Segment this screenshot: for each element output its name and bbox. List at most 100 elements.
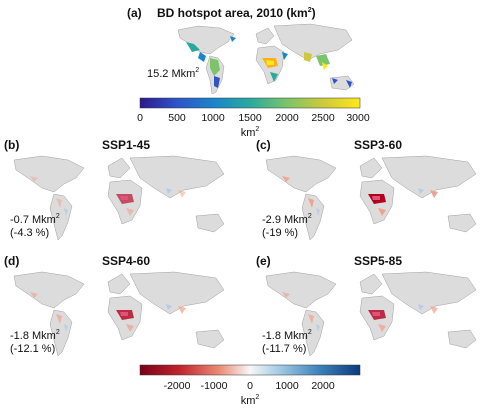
scenario-change-text: -1.8 Mkm: [262, 330, 308, 342]
colorbar-a-unit: km2: [241, 126, 260, 139]
hotspot-cells: [186, 36, 352, 88]
change-cell: [282, 176, 290, 182]
colorbar-b-tick: -2000: [163, 380, 191, 392]
land-mass: [129, 155, 225, 199]
land-mass: [265, 155, 337, 193]
scenario-change-map: [265, 271, 477, 357]
colorbar-a-unit-text: km: [240, 127, 256, 139]
panel-a-title: BD hotspot area, 2010 (km2): [157, 6, 316, 20]
change-cell: [126, 208, 134, 216]
change-cell: [430, 306, 438, 314]
land-mass: [301, 193, 325, 241]
change-cell: [372, 196, 380, 200]
colorbar-a-tick: 500: [168, 112, 186, 124]
scenario-change-map: [265, 155, 477, 241]
land-mass: [107, 157, 131, 179]
land-mass: [359, 157, 383, 179]
change-cell: [178, 190, 186, 198]
change-cell: [372, 312, 380, 316]
scenario-change-percent: (-4.3 %): [10, 227, 50, 239]
change-cell: [166, 188, 172, 194]
scenario-change-value: -1.8 Mkm2: [10, 326, 60, 343]
land-mass: [359, 273, 383, 295]
land-mass: [195, 329, 225, 349]
panel-letter: (c): [256, 138, 271, 152]
colorbar-b-tick: 0: [247, 380, 253, 392]
land-mass: [381, 155, 477, 199]
panel-a-title-end: ): [311, 6, 316, 20]
change-cell: [282, 292, 290, 298]
panel-title: SSP5-85: [354, 254, 403, 268]
panel-a-total-area: 15.2 Mkm2: [147, 64, 199, 81]
land-mass: [447, 329, 477, 349]
panel-letter: (b): [4, 138, 20, 152]
land-mass: [49, 193, 73, 241]
change-cell: [316, 208, 320, 216]
change-cell: [378, 208, 386, 216]
scenario-change-sup: 2: [55, 213, 60, 220]
difference-colorbar: [139, 364, 361, 376]
change-cell: [178, 306, 186, 314]
colorbar-b-unit-text: km: [240, 395, 256, 407]
land-mass: [301, 309, 325, 357]
land-mass: [265, 271, 337, 309]
scenario-change-value: -0.7 Mkm2: [10, 210, 60, 227]
scenario-change-sup: 2: [307, 329, 312, 336]
change-cell: [316, 324, 320, 332]
change-cell: [30, 176, 38, 182]
change-cell: [308, 314, 314, 324]
panel-a-title-sup: 2: [307, 7, 312, 14]
land-mass: [129, 271, 225, 315]
scenario-change-stat: -1.8 Mkm2 (-11.7 %): [262, 326, 312, 356]
scenario-change-sup: 2: [307, 213, 312, 220]
panel-letter: (d): [4, 254, 20, 268]
change-cell: [64, 208, 68, 216]
change-cell: [56, 314, 62, 324]
change-cell: [126, 324, 134, 332]
scenario-change-text: -0.7 Mkm: [10, 214, 56, 226]
change-cell: [166, 304, 172, 310]
scenario-change-percent: (-11.7 %): [262, 343, 307, 355]
scenario-change-map: [13, 271, 225, 357]
change-cell: [120, 196, 128, 200]
scenario-change-sup: 2: [55, 329, 60, 336]
land-mass: [107, 273, 131, 295]
land-mass: [13, 155, 85, 193]
colorbar-b-tick: 2000: [311, 380, 335, 392]
colorbar-a-tick: 1500: [238, 112, 262, 124]
panel-letter: (e): [256, 254, 271, 268]
change-cell: [64, 324, 68, 332]
panel-title: SSP3-60: [354, 138, 403, 152]
panel-a-letter: (a): [127, 6, 142, 20]
land-mass: [49, 309, 73, 357]
scenario-change-value: -2.9 Mkm2: [262, 210, 312, 227]
land-mass: [195, 213, 225, 233]
panel-title: SSP1-45: [102, 138, 151, 152]
colorbar-a-tick: 2500: [311, 112, 335, 124]
scenario-change-text: -2.9 Mkm: [262, 214, 308, 226]
land-mass: [381, 271, 477, 315]
scenario-change-percent: (-19 %): [262, 227, 299, 239]
colorbar-b-tick: 1000: [275, 380, 299, 392]
colorbar-a-unit-sup: 2: [255, 126, 260, 133]
change-cell: [418, 304, 424, 310]
colorbar-a-tick: 2000: [275, 112, 299, 124]
change-cell: [430, 190, 438, 198]
panel-a-total-text: 15.2 Mkm: [147, 68, 196, 80]
change-cell: [56, 198, 62, 208]
scenario-change-stat: -0.7 Mkm2 (-4.3 %): [10, 210, 60, 240]
colorbar-a-tick: 1000: [201, 112, 225, 124]
colorbar-a-tick: 3000: [346, 112, 370, 124]
change-cell: [30, 292, 38, 298]
scenario-change-stat: -1.8 Mkm2 (-12.1 %): [10, 326, 60, 356]
colorbar-b-unit-sup: 2: [255, 394, 260, 401]
panel-a-total-sup: 2: [195, 67, 200, 74]
scenario-change-map: [13, 155, 225, 241]
change-cell: [120, 312, 128, 316]
change-cell: [308, 198, 314, 208]
scenario-change-text: -1.8 Mkm: [10, 330, 56, 342]
colorbar-a-tick: 0: [137, 112, 143, 124]
change-cell: [418, 188, 424, 194]
colorbar-b-unit: km2: [241, 394, 260, 407]
land-mass: [13, 271, 85, 309]
